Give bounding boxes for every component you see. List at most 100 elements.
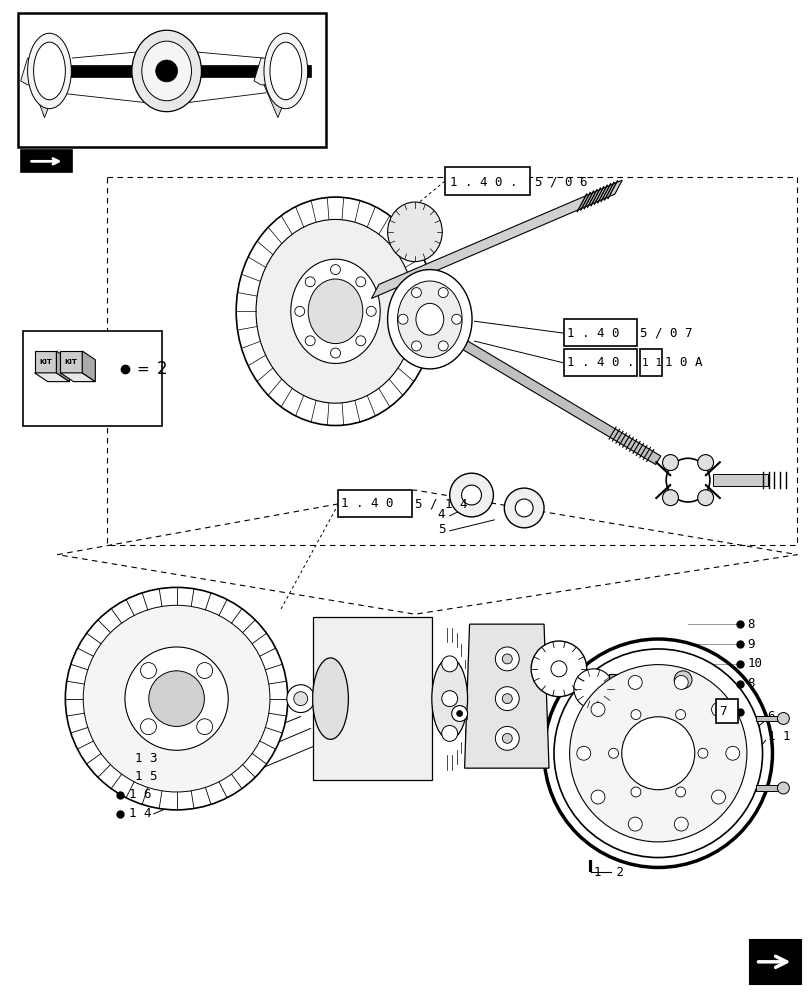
Circle shape (576, 746, 590, 760)
Circle shape (590, 790, 604, 804)
Circle shape (628, 817, 642, 831)
Text: 1 . 4 0: 1 . 4 0 (566, 327, 619, 340)
Circle shape (355, 277, 365, 287)
Polygon shape (56, 351, 70, 382)
Bar (563, 319, 637, 346)
Bar (712, 474, 766, 486)
Circle shape (411, 341, 421, 351)
Circle shape (662, 490, 678, 506)
Circle shape (697, 748, 707, 758)
Circle shape (504, 488, 543, 528)
Bar (608, 674, 682, 686)
Circle shape (140, 663, 157, 678)
Circle shape (411, 288, 421, 298)
Bar (640, 349, 662, 376)
Text: 5 / 0 6: 5 / 0 6 (534, 176, 587, 189)
Text: 8: 8 (747, 618, 754, 631)
Circle shape (449, 473, 493, 517)
Text: 5 / 0 7: 5 / 0 7 (640, 327, 692, 340)
Bar (749, 940, 800, 984)
Text: 1 . 4 0: 1 . 4 0 (341, 497, 393, 510)
Text: 5: 5 (437, 523, 444, 536)
Ellipse shape (312, 658, 348, 739)
Circle shape (776, 782, 788, 794)
Text: 1 5: 1 5 (135, 770, 157, 783)
Ellipse shape (415, 303, 443, 335)
Circle shape (553, 649, 762, 858)
Circle shape (148, 671, 204, 726)
Text: 1 . 4 0 .: 1 . 4 0 . (566, 356, 633, 369)
Text: 1 4: 1 4 (129, 807, 151, 820)
Circle shape (621, 717, 694, 790)
Circle shape (628, 675, 642, 689)
Circle shape (196, 663, 212, 678)
Ellipse shape (255, 219, 414, 403)
Circle shape (305, 277, 315, 287)
Circle shape (438, 341, 448, 351)
Ellipse shape (142, 41, 191, 101)
Text: =: = (137, 361, 149, 376)
Polygon shape (371, 180, 621, 298)
Circle shape (196, 719, 212, 735)
Circle shape (397, 314, 407, 324)
Bar (715, 699, 737, 723)
Ellipse shape (236, 197, 434, 426)
Circle shape (502, 654, 512, 664)
Circle shape (451, 706, 467, 721)
Circle shape (569, 665, 746, 842)
Ellipse shape (397, 281, 461, 357)
Text: 1  2: 1 2 (593, 866, 623, 879)
Circle shape (125, 647, 228, 750)
Circle shape (673, 817, 688, 831)
Circle shape (65, 587, 287, 810)
Circle shape (710, 790, 724, 804)
Polygon shape (32, 85, 58, 118)
Text: 1 . 4 0 .: 1 . 4 0 . (449, 176, 517, 189)
Circle shape (140, 719, 157, 735)
Text: 10: 10 (747, 657, 762, 670)
Polygon shape (35, 351, 56, 373)
Circle shape (710, 703, 724, 716)
Circle shape (673, 675, 688, 689)
Text: 2: 2 (157, 360, 167, 378)
Circle shape (502, 694, 512, 704)
Circle shape (441, 656, 457, 672)
Circle shape (461, 485, 481, 505)
Ellipse shape (431, 658, 467, 739)
Circle shape (573, 669, 613, 709)
Circle shape (665, 458, 709, 502)
Circle shape (776, 713, 788, 724)
Text: 9: 9 (747, 638, 754, 651)
Circle shape (438, 288, 448, 298)
Circle shape (608, 748, 618, 758)
Bar (755, 785, 783, 791)
Bar (338, 490, 411, 517)
Text: 4: 4 (437, 508, 444, 521)
Circle shape (495, 647, 518, 671)
Polygon shape (20, 58, 64, 85)
Text: 1 1: 1 1 (766, 730, 789, 743)
Bar (563, 349, 637, 376)
Circle shape (725, 746, 739, 760)
Ellipse shape (387, 202, 442, 262)
Circle shape (630, 787, 640, 797)
Circle shape (551, 661, 566, 677)
Circle shape (330, 265, 340, 275)
Circle shape (697, 490, 713, 506)
Circle shape (530, 641, 586, 697)
Polygon shape (254, 58, 305, 85)
Polygon shape (35, 373, 70, 382)
Circle shape (662, 455, 678, 471)
Circle shape (330, 348, 340, 358)
Polygon shape (82, 351, 95, 382)
Circle shape (294, 306, 304, 316)
Polygon shape (60, 373, 95, 382)
Circle shape (590, 703, 604, 716)
Bar (755, 716, 783, 721)
Ellipse shape (269, 42, 302, 100)
Text: KIT: KIT (65, 359, 78, 365)
Circle shape (515, 499, 533, 517)
Ellipse shape (290, 259, 380, 363)
Ellipse shape (156, 60, 178, 82)
Text: 1 6: 1 6 (129, 788, 151, 801)
